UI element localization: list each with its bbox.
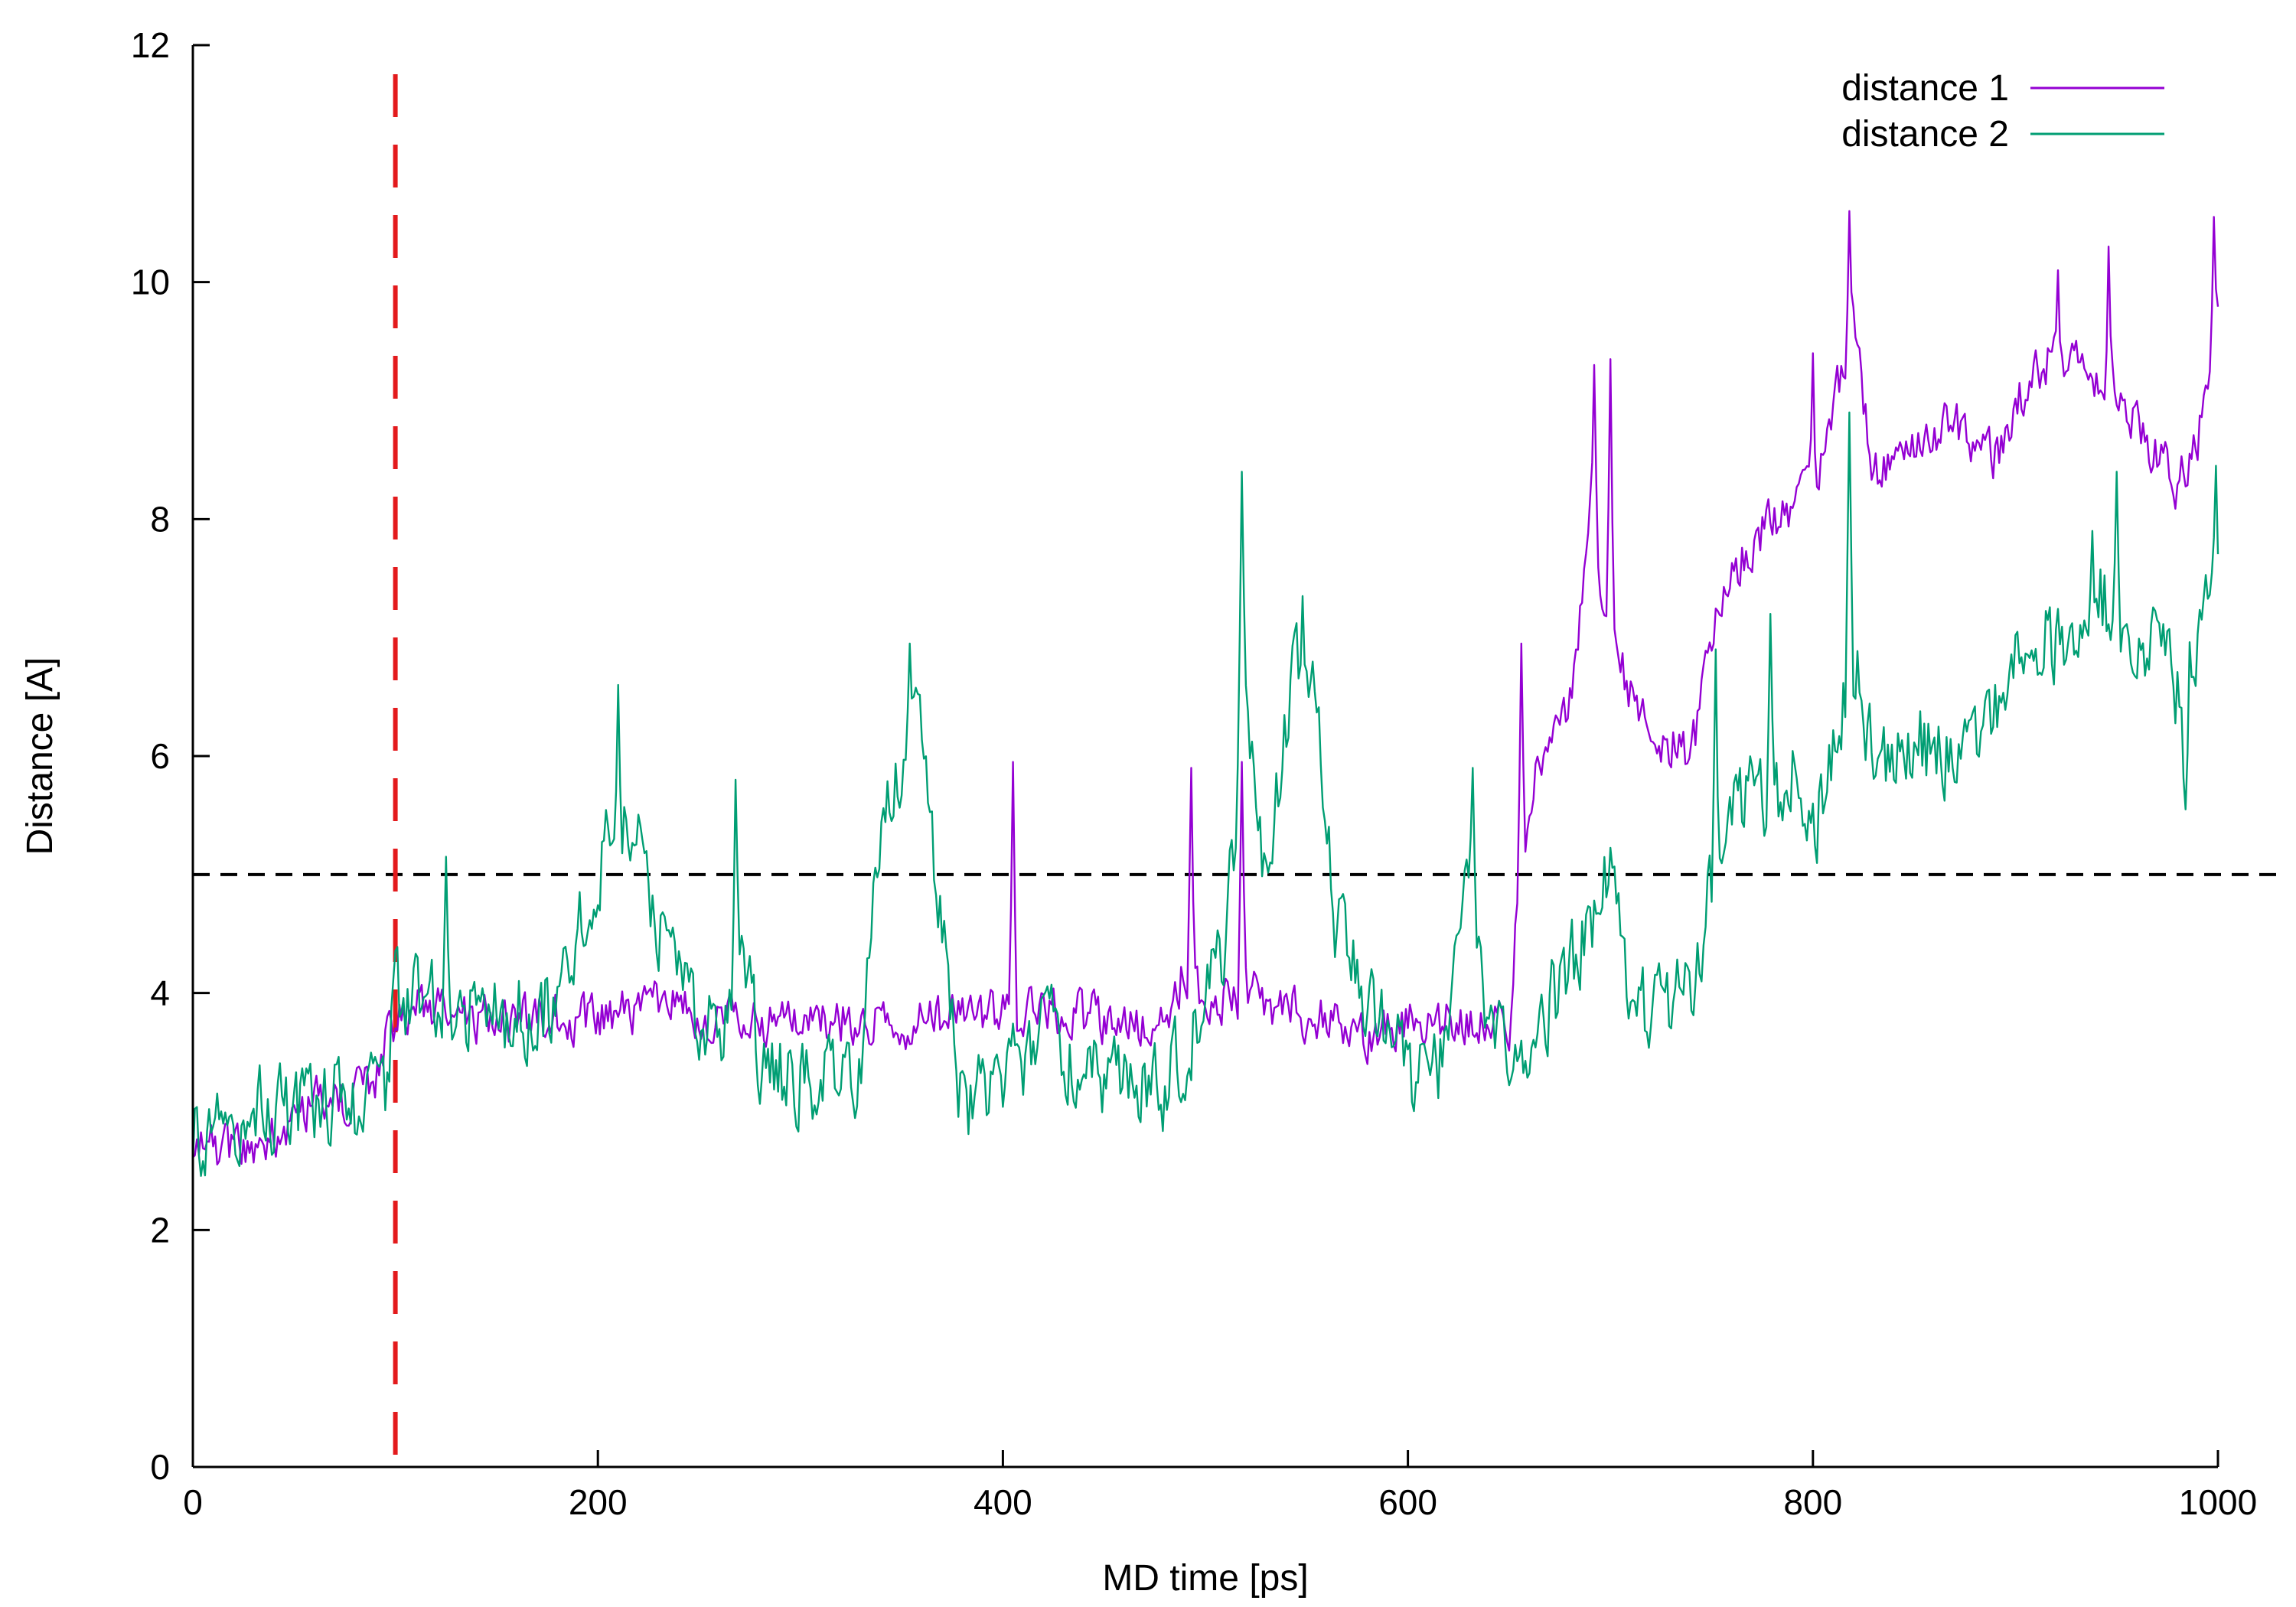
x-tick-label-400: 400	[974, 1482, 1032, 1522]
x-tick-label-200: 200	[569, 1482, 628, 1522]
y-tick-label-4: 4	[150, 973, 170, 1013]
x-tick-label-0: 0	[183, 1482, 203, 1522]
legend: distance 1 distance 2	[1841, 68, 2164, 155]
y-tick-label-12: 12	[131, 25, 170, 65]
y-axis-label: Distance [A]	[20, 657, 60, 856]
tick-marks: 0 200 400 600 800 1000 0 2 4 6 8 10 12	[131, 25, 2257, 1522]
y-tick-label-6: 6	[150, 736, 170, 776]
y-tick-label-10: 10	[131, 262, 170, 302]
x-tick-label-600: 600	[1378, 1482, 1437, 1522]
y-tick-label-2: 2	[150, 1210, 170, 1250]
x-tick-label-800: 800	[1783, 1482, 1842, 1522]
x-axis-label: MD time [ps]	[1102, 1558, 1308, 1599]
legend-label-distance-2: distance 2	[1841, 114, 2009, 155]
x-tick-label-1000: 1000	[2179, 1482, 2257, 1522]
series-line-distance-2	[191, 411, 2219, 1177]
series-layer	[191, 210, 2219, 1177]
y-tick-label-8: 8	[150, 499, 170, 539]
legend-label-distance-1: distance 1	[1841, 68, 2009, 109]
y-tick-label-0: 0	[150, 1447, 170, 1487]
